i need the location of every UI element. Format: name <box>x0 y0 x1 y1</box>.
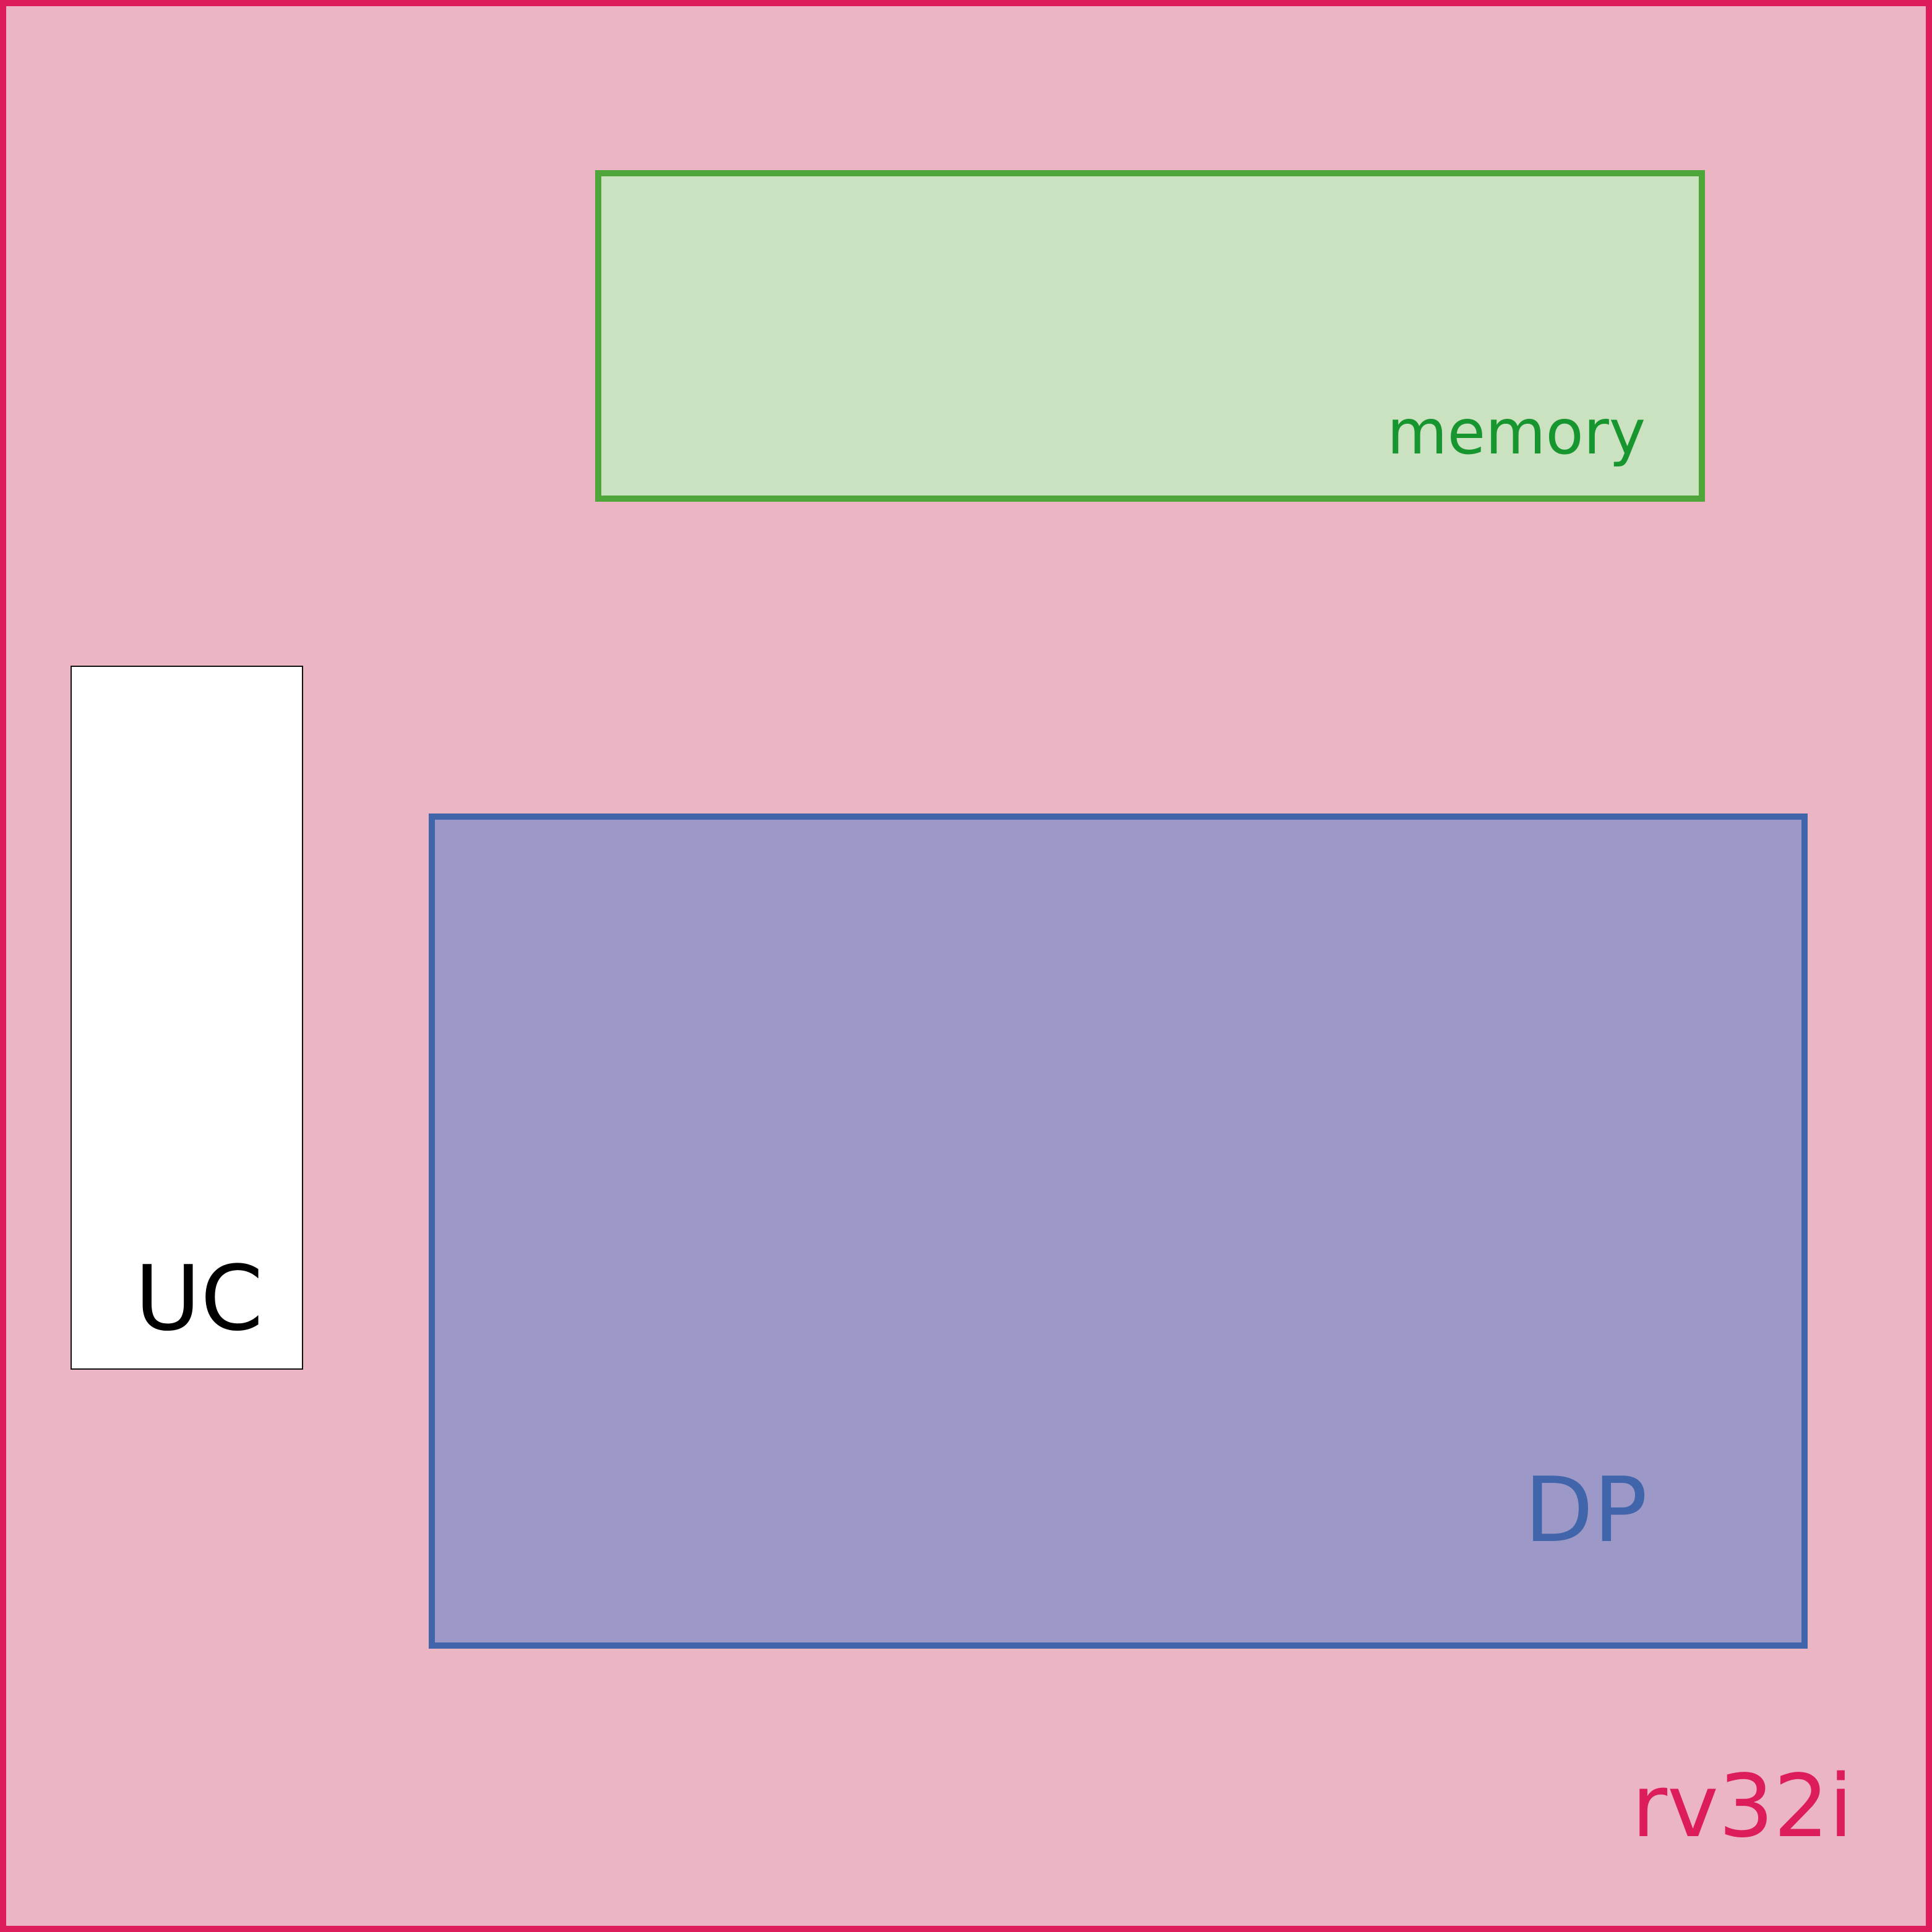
memory-label: memory <box>1387 396 1646 468</box>
uc-block: UC <box>71 666 303 1370</box>
rv32i-label: rv32i <box>1631 1756 1853 1857</box>
dp-block: DP <box>429 814 1808 1649</box>
uc-label: UC <box>135 1247 264 1351</box>
dp-label: DP <box>1524 1458 1647 1563</box>
memory-block: memory <box>595 170 1705 502</box>
